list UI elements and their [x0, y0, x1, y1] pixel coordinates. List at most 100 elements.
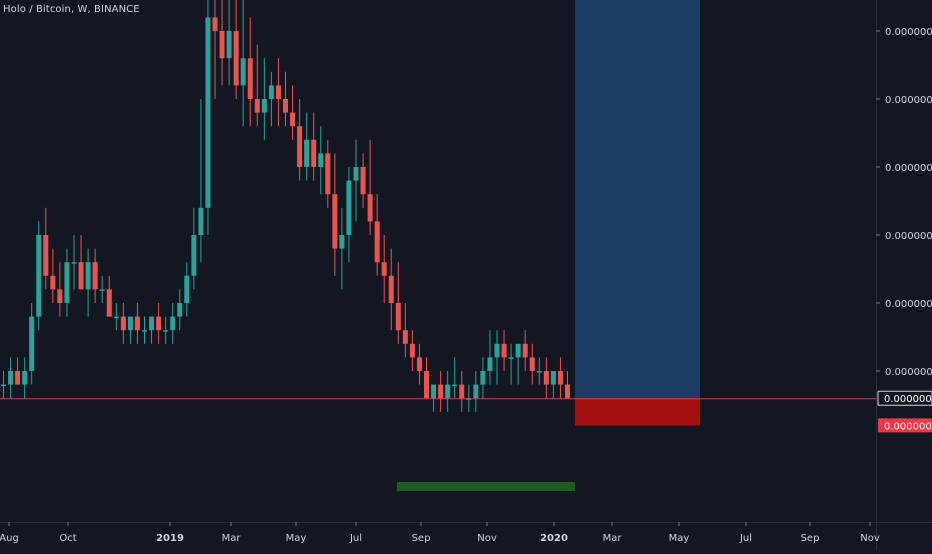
candle [275, 58, 281, 127]
candle [92, 248, 98, 303]
candle-body [416, 357, 422, 371]
candle [438, 371, 444, 412]
stop-price-tag-bg [878, 418, 932, 433]
candle-body [515, 343, 521, 358]
candle-body [543, 371, 549, 385]
x-tick-label: 2019 [156, 533, 184, 544]
candle-body [459, 384, 465, 399]
candle-body [283, 99, 288, 113]
candle [268, 71, 274, 127]
candle [71, 235, 77, 290]
candle [156, 303, 162, 344]
candle-body [219, 31, 225, 59]
candle [240, 0, 246, 127]
candle-body [36, 235, 42, 317]
candle [177, 289, 183, 331]
candle-body [325, 153, 331, 195]
candle [480, 357, 486, 399]
candle-body [297, 126, 303, 167]
candle-body [92, 262, 98, 290]
candle [557, 357, 563, 399]
candle [120, 303, 126, 344]
candle-body [353, 167, 359, 181]
candle-body [501, 343, 507, 358]
candle [29, 303, 35, 385]
candle-body [50, 275, 56, 290]
candle-body [452, 384, 458, 387]
candle [205, 0, 211, 235]
candle [106, 275, 112, 317]
candle [127, 316, 133, 344]
candle [494, 330, 500, 385]
x-tick-label: Jul [349, 533, 362, 544]
candle [565, 371, 570, 399]
y-tick-label: 0.00000030 [885, 95, 932, 106]
candle-body [127, 316, 133, 331]
candle-body [163, 330, 169, 332]
candle-body [247, 58, 253, 99]
candle-body [113, 316, 119, 319]
candle-body [346, 180, 352, 235]
x-tick-label: Sep [412, 533, 431, 544]
y-tick-label: 0.00000025 [885, 163, 932, 174]
candle [424, 357, 429, 399]
candle-body [233, 31, 239, 86]
x-tick-label: Nov [477, 533, 497, 544]
candle-body [395, 303, 401, 331]
candle-body [64, 262, 70, 303]
candle-body [15, 371, 21, 385]
candle [473, 371, 479, 412]
candle-body [557, 371, 563, 385]
candle [78, 235, 84, 290]
candle-body [381, 262, 387, 276]
candle-body [261, 99, 267, 113]
candle [487, 330, 493, 385]
x-tick-label: Oct [59, 533, 76, 544]
candle [318, 126, 324, 195]
current-price-tag: 0.00000008 [884, 394, 932, 405]
current-price-tag-bg [877, 390, 932, 406]
y-tick-label: 0.00000010 [885, 367, 932, 378]
candle [459, 371, 465, 412]
candle-body [473, 384, 479, 399]
x-tick-label: Nov [860, 533, 880, 544]
candle [311, 112, 317, 181]
candle [142, 316, 147, 344]
candle [261, 58, 267, 140]
candle-body [142, 330, 147, 332]
candle [57, 262, 63, 317]
y-tick-label: 0.00000035 [885, 27, 932, 38]
candle [290, 85, 296, 140]
candle-body [311, 139, 317, 167]
position-target-zone [575, 0, 700, 399]
candle-body [374, 221, 380, 263]
candle-body [304, 139, 310, 167]
candle [529, 343, 535, 385]
candle-body [290, 112, 296, 127]
candle [360, 153, 366, 208]
candle [325, 139, 331, 208]
candle-body [388, 275, 394, 303]
x-tick-label: Sep [801, 533, 820, 544]
candle-body [78, 262, 84, 290]
candle [191, 207, 197, 290]
candle-body [367, 194, 373, 222]
y-tick-label: 0.00000020 [885, 231, 932, 242]
candle-body [99, 289, 105, 291]
candle [402, 303, 408, 358]
candle-body [212, 17, 218, 31]
candle-body [120, 316, 126, 331]
candle-body [565, 384, 570, 399]
candle [233, 0, 239, 99]
candle [198, 99, 204, 263]
chart-title: Holo / Bitcoin, W, BINANCE [3, 4, 140, 15]
candle-body [268, 85, 274, 99]
candle [219, 0, 225, 86]
candle [395, 262, 401, 344]
candle [543, 357, 549, 399]
candle [409, 330, 415, 371]
candle [22, 357, 28, 399]
x-tick-label: Jul [739, 533, 752, 544]
